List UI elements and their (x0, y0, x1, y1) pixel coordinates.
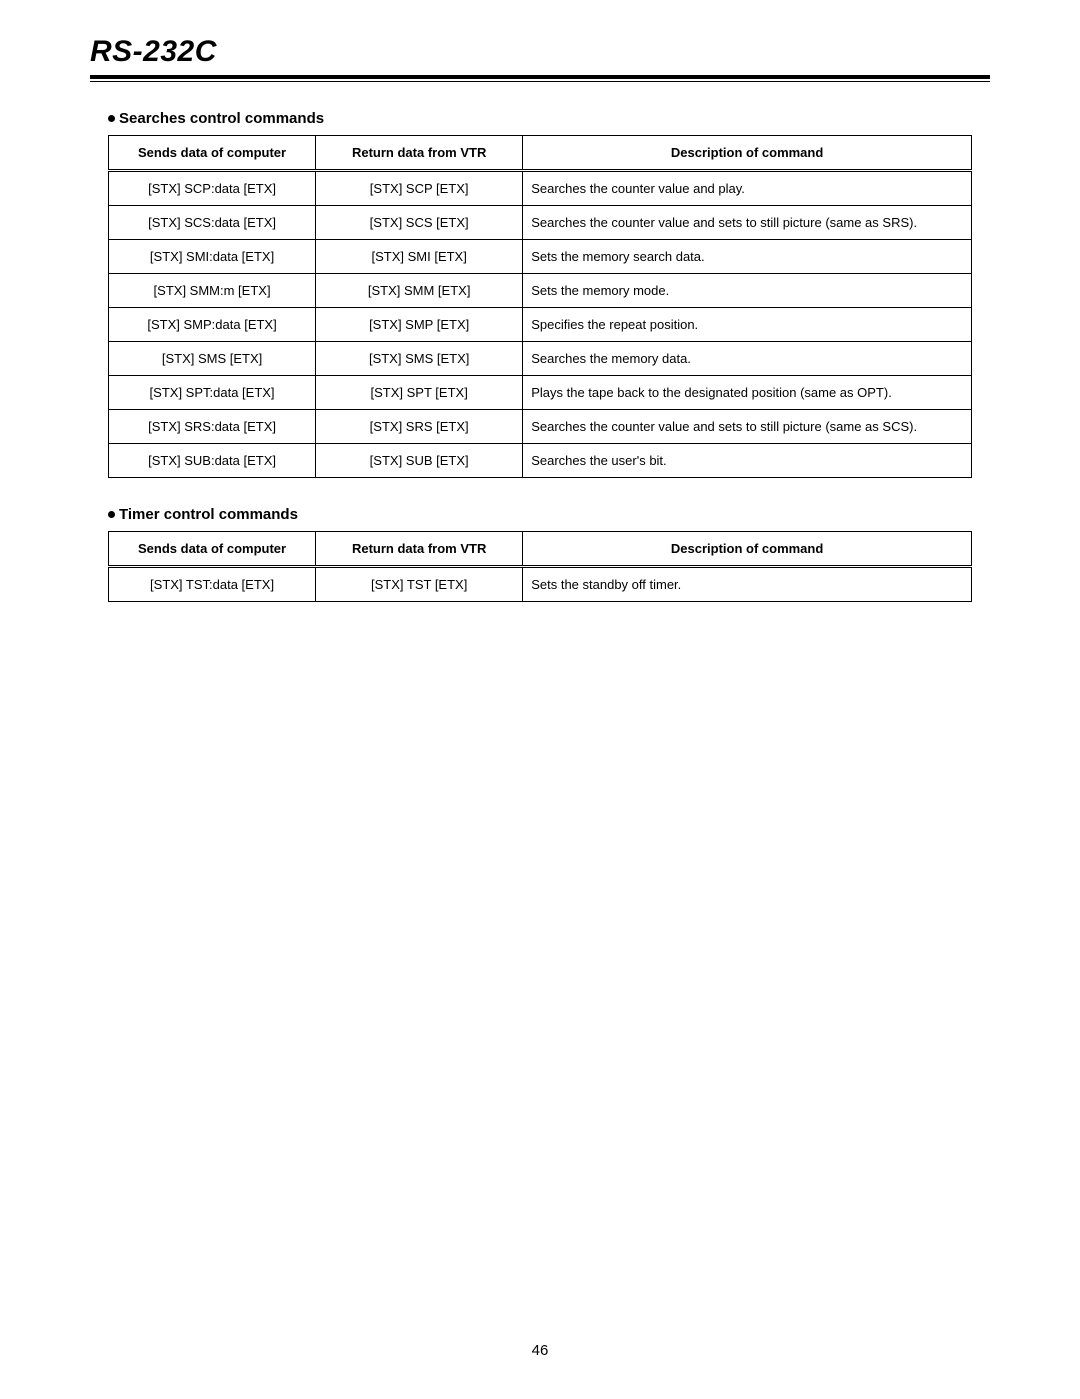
cell-description: Searches the user's bit. (523, 444, 972, 478)
cell-description: Searches the counter value and sets to s… (523, 206, 972, 240)
cell-description: Searches the counter value and sets to s… (523, 410, 972, 444)
heading-text: Timer control commands (119, 506, 298, 523)
page-number: 46 (0, 1342, 1080, 1359)
searches-commands-table: Sends data of computer Return data from … (108, 135, 972, 478)
col-header-description: Description of command (523, 532, 972, 567)
cell-sends: [STX] TST:data [ETX] (109, 567, 316, 602)
heading-text: Searches control commands (119, 110, 324, 127)
cell-description: Sets the standby off timer. (523, 567, 972, 602)
table-row: [STX] SMI:data [ETX][STX] SMI [ETX]Sets … (109, 240, 972, 274)
bullet-icon (108, 511, 115, 518)
col-header-return: Return data from VTR (316, 136, 523, 171)
cell-sends: [STX] SMS [ETX] (109, 342, 316, 376)
cell-return: [STX] TST [ETX] (316, 567, 523, 602)
table-header-row: Sends data of computer Return data from … (109, 136, 972, 171)
cell-return: [STX] SPT [ETX] (316, 376, 523, 410)
table-row: [STX] SRS:data [ETX][STX] SRS [ETX]Searc… (109, 410, 972, 444)
table-row: [STX] SPT:data [ETX][STX] SPT [ETX]Plays… (109, 376, 972, 410)
cell-sends: [STX] SMM:m [ETX] (109, 274, 316, 308)
table-row: [STX] SCS:data [ETX][STX] SCS [ETX]Searc… (109, 206, 972, 240)
cell-return: [STX] SMM [ETX] (316, 274, 523, 308)
cell-description: Searches the counter value and play. (523, 171, 972, 206)
cell-sends: [STX] SRS:data [ETX] (109, 410, 316, 444)
cell-return: [STX] SMS [ETX] (316, 342, 523, 376)
cell-description: Sets the memory search data. (523, 240, 972, 274)
cell-return: [STX] SCP [ETX] (316, 171, 523, 206)
cell-sends: [STX] SCP:data [ETX] (109, 171, 316, 206)
col-header-return: Return data from VTR (316, 532, 523, 567)
table-row: [STX] SMM:m [ETX][STX] SMM [ETX]Sets the… (109, 274, 972, 308)
cell-return: [STX] SRS [ETX] (316, 410, 523, 444)
cell-sends: [STX] SMI:data [ETX] (109, 240, 316, 274)
col-header-description: Description of command (523, 136, 972, 171)
table-header-row: Sends data of computer Return data from … (109, 532, 972, 567)
cell-return: [STX] SMP [ETX] (316, 308, 523, 342)
table-row: [STX] SMP:data [ETX][STX] SMP [ETX]Speci… (109, 308, 972, 342)
bullet-icon (108, 115, 115, 122)
cell-description: Searches the memory data. (523, 342, 972, 376)
cell-description: Plays the tape back to the designated po… (523, 376, 972, 410)
cell-return: [STX] SUB [ETX] (316, 444, 523, 478)
content-area: Searches control commands Sends data of … (90, 82, 990, 602)
section-heading-searches: Searches control commands (108, 110, 972, 127)
col-header-sends: Sends data of computer (109, 532, 316, 567)
cell-description: Sets the memory mode. (523, 274, 972, 308)
timer-table-body: [STX] TST:data [ETX][STX] TST [ETX]Sets … (109, 567, 972, 602)
cell-sends: [STX] SPT:data [ETX] (109, 376, 316, 410)
cell-sends: [STX] SUB:data [ETX] (109, 444, 316, 478)
cell-description: Specifies the repeat position. (523, 308, 972, 342)
section-heading-timer: Timer control commands (108, 506, 972, 523)
page-container: RS-232C Searches control commands Sends … (0, 0, 1080, 602)
cell-sends: [STX] SMP:data [ETX] (109, 308, 316, 342)
table-row: [STX] SUB:data [ETX][STX] SUB [ETX]Searc… (109, 444, 972, 478)
cell-sends: [STX] SCS:data [ETX] (109, 206, 316, 240)
title-rule-thick (90, 75, 990, 79)
searches-table-body: [STX] SCP:data [ETX][STX] SCP [ETX]Searc… (109, 171, 972, 478)
page-title: RS-232C (90, 35, 990, 69)
table-row: [STX] TST:data [ETX][STX] TST [ETX]Sets … (109, 567, 972, 602)
col-header-sends: Sends data of computer (109, 136, 316, 171)
cell-return: [STX] SCS [ETX] (316, 206, 523, 240)
cell-return: [STX] SMI [ETX] (316, 240, 523, 274)
timer-commands-table: Sends data of computer Return data from … (108, 531, 972, 602)
table-row: [STX] SCP:data [ETX][STX] SCP [ETX]Searc… (109, 171, 972, 206)
table-row: [STX] SMS [ETX][STX] SMS [ETX]Searches t… (109, 342, 972, 376)
